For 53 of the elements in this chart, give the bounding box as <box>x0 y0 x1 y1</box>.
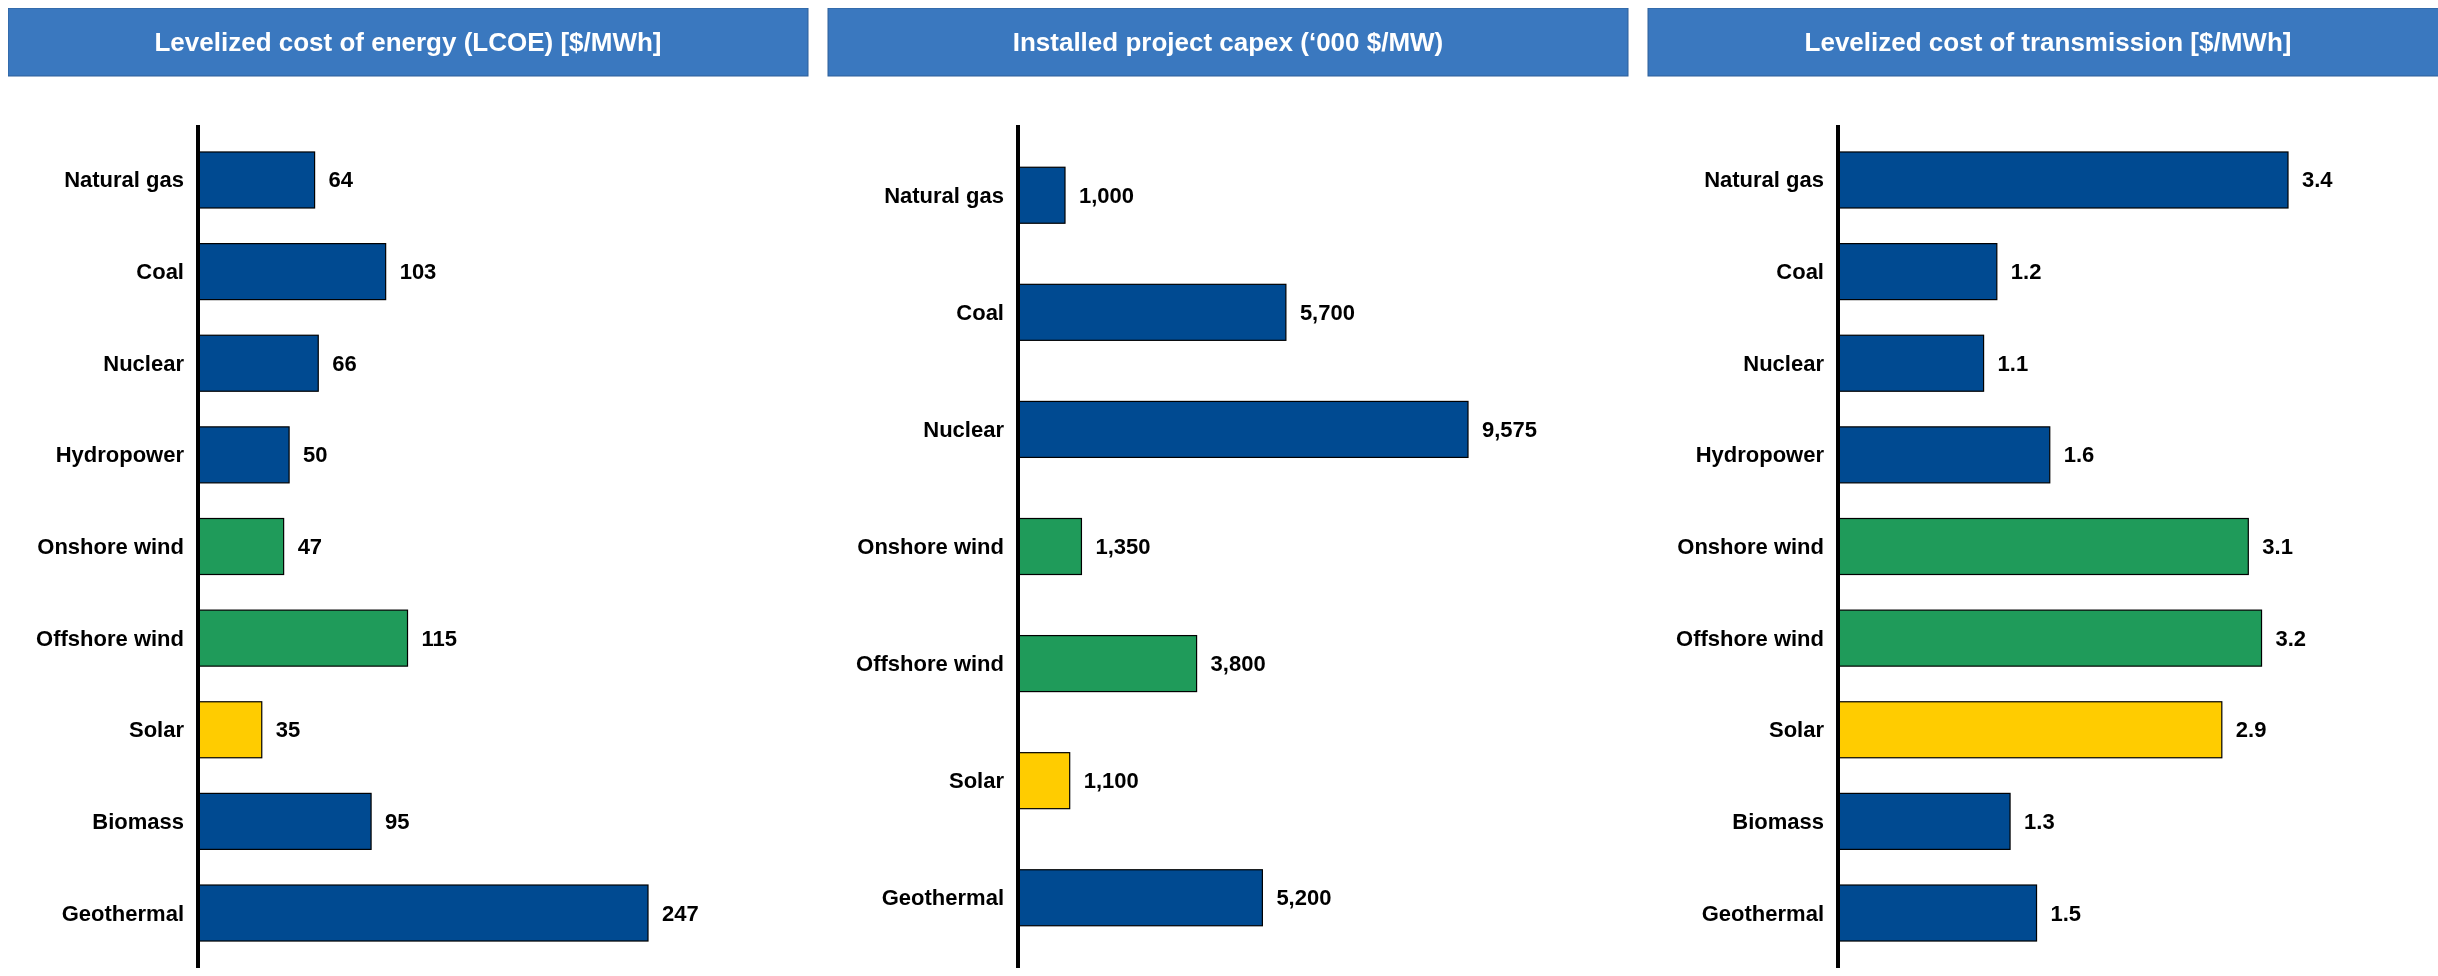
data-label: 9,575 <box>1482 416 1538 442</box>
data-label: 35 <box>275 717 301 743</box>
y-tick-label: Geothermal <box>881 885 1004 911</box>
y-tick-label: Biomass <box>1732 808 1824 834</box>
data-label: 3,800 <box>1210 651 1266 677</box>
data-label: 1.3 <box>2024 808 2055 834</box>
data-label: 64 <box>328 167 354 193</box>
y-tick-label: Nuclear <box>1743 350 1825 376</box>
y-tick-label: Offshore wind <box>1676 625 1824 651</box>
data-label: 5,200 <box>1276 885 1332 911</box>
y-tick-label: Coal <box>956 299 1004 325</box>
data-label: 66 <box>332 350 357 376</box>
chart-title: Levelized cost of energy (LCOE) [$/MWh] <box>154 27 662 57</box>
data-label: 1,000 <box>1079 182 1135 208</box>
y-tick-label: Coal <box>1776 259 1824 285</box>
data-label: 1.6 <box>2063 442 2095 468</box>
data-label: 1,100 <box>1083 768 1139 794</box>
y-tick-label: Natural gas <box>64 167 184 193</box>
chart-title: Installed project capex (‘000 $/MW) <box>1012 27 1444 57</box>
data-label: 1.2 <box>2010 259 2042 285</box>
data-label: 103 <box>399 259 437 285</box>
y-tick-label: Natural gas <box>1704 167 1824 193</box>
y-tick-label: Hydropower <box>55 442 185 468</box>
chart-title: Levelized cost of transmission [$/MWh] <box>1804 27 2292 57</box>
y-tick-label: Geothermal <box>1701 900 1824 926</box>
y-tick-label: Nuclear <box>923 416 1005 442</box>
y-tick-label: Onshore wind <box>37 534 184 559</box>
data-label: 3.4 <box>2302 167 2334 193</box>
y-tick-label: Solar <box>128 717 185 743</box>
data-label: 1,350 <box>1095 534 1151 559</box>
y-tick-label: Natural gas <box>884 182 1004 208</box>
data-label: 115 <box>421 625 458 651</box>
data-label: 3.1 <box>2262 534 2293 559</box>
data-label: 3.2 <box>2275 625 2307 651</box>
y-tick-label: Offshore wind <box>856 651 1004 677</box>
data-label: 5,700 <box>1299 299 1355 325</box>
y-tick-label: Offshore wind <box>36 625 184 651</box>
y-tick-label: Onshore wind <box>857 534 1004 559</box>
y-tick-label: Solar <box>948 768 1005 794</box>
y-tick-label: Nuclear <box>103 350 185 376</box>
y-tick-label: Coal <box>136 259 184 285</box>
data-label: 50 <box>303 442 328 468</box>
y-tick-label: Geothermal <box>61 900 184 926</box>
data-label: 95 <box>385 808 410 834</box>
y-tick-label: Hydropower <box>1695 442 1825 468</box>
data-label: 1.1 <box>1997 350 2029 376</box>
y-tick-label: Biomass <box>92 808 184 834</box>
data-label: 1.5 <box>2050 900 2082 926</box>
data-label: 47 <box>297 534 323 559</box>
data-label: 247 <box>662 900 699 926</box>
y-tick-label: Solar <box>1768 717 1825 743</box>
y-tick-label: Onshore wind <box>1677 534 1824 559</box>
data-label: 2.9 <box>2235 717 2267 743</box>
